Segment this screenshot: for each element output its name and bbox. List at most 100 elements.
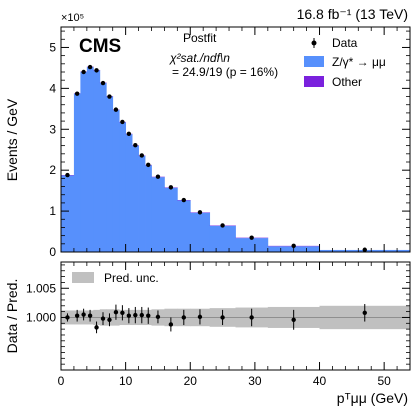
fit-info-line3: = 24.9/19 (p = 16%) — [172, 65, 278, 79]
data-point — [87, 64, 93, 70]
signal-bar — [99, 83, 107, 252]
y-tick-label: 5 — [49, 40, 56, 54]
ratio-point — [100, 316, 106, 321]
signal-bar — [93, 70, 101, 252]
signal-bar — [132, 145, 139, 252]
data-point — [197, 210, 203, 215]
ratio-point — [74, 313, 80, 318]
ratio-point — [146, 313, 151, 318]
signal-bar — [119, 122, 127, 253]
data-point — [146, 162, 151, 168]
ratio-point — [220, 315, 225, 320]
y-tick-label: 4 — [49, 81, 56, 95]
y-tick-label: 3 — [49, 122, 56, 136]
ratio-point — [139, 312, 144, 318]
data-point — [126, 131, 132, 136]
legend-signal-swatch — [304, 56, 324, 67]
ratio-point — [107, 317, 112, 322]
signal-bar — [106, 96, 114, 252]
bottom-axis-ticks: 1.000 1.005 0 10 20 30 40 50 — [26, 262, 411, 388]
data-point — [65, 172, 70, 178]
y-tick-label: 2 — [49, 163, 56, 177]
data-point — [120, 119, 125, 125]
signal-bar — [86, 67, 94, 252]
signal-bar — [235, 238, 269, 252]
signal-bar — [73, 93, 81, 252]
data-point — [74, 91, 80, 96]
fit-info-line1: Postfit — [183, 31, 217, 45]
legend-signal-label: Z/γ* → μμ — [332, 55, 386, 69]
x-tick-label: 40 — [313, 374, 327, 388]
x-tick-label: 0 — [58, 374, 65, 388]
fit-info-line2: χ²sat./ndf\n — [169, 51, 230, 65]
ratio-point — [94, 325, 99, 330]
ratio-y-tick-label: 1.000 — [26, 310, 56, 324]
ratio-point — [197, 314, 203, 320]
y-multiplier: ×10⁵ — [61, 12, 84, 24]
x-tick-label: 20 — [184, 374, 198, 388]
bottom-y-axis-title: Data / Pred. — [4, 279, 20, 354]
data-point — [220, 223, 225, 228]
ratio-point — [362, 310, 367, 315]
ratio-point — [168, 322, 174, 327]
lumi-label: 16.8 fb⁻¹ (13 TeV) — [297, 6, 408, 22]
x-tick-label: 10 — [119, 374, 133, 388]
data-point — [155, 174, 161, 179]
ratio-point — [113, 310, 119, 315]
ratio-point — [87, 313, 93, 318]
data-point — [113, 107, 119, 112]
ratio-point — [120, 310, 125, 315]
x-axis-title: pᵀμμ (GeV) — [337, 390, 408, 406]
signal-bar — [164, 187, 178, 252]
signal-bar — [209, 225, 236, 252]
top-legend: Data Z/γ* → μμ Other — [304, 36, 386, 89]
data-point — [94, 68, 99, 73]
signal-bar — [190, 212, 211, 252]
data-point — [107, 94, 112, 99]
data-point — [133, 143, 138, 148]
top-axis-ticks: 0 1 2 3 4 5 — [49, 27, 411, 259]
signal-bar — [151, 177, 165, 252]
top-panel-frame — [60, 26, 411, 253]
top-histogram — [61, 66, 411, 253]
top-y-axis-title: Events / GeV — [4, 98, 20, 181]
signal-bar — [61, 175, 75, 252]
data-point — [291, 243, 296, 249]
ratio-point — [249, 315, 254, 320]
data-point — [168, 185, 174, 190]
ratio-point — [81, 312, 86, 317]
experiment-label: CMS — [79, 36, 121, 57]
signal-bar — [112, 110, 120, 252]
ratio-point — [181, 315, 186, 320]
legend-data-marker — [311, 40, 317, 46]
data-point — [362, 247, 367, 252]
bottom-panel-frame — [60, 261, 411, 371]
top-data-points — [65, 64, 367, 252]
ratio-point — [133, 312, 138, 318]
ratio-point — [155, 314, 161, 320]
data-point — [81, 69, 86, 75]
ratio-point — [291, 317, 296, 322]
data-point — [139, 153, 144, 158]
legend-other-label: Other — [332, 75, 362, 89]
legend-data-label: Data — [332, 36, 358, 50]
data-point — [100, 80, 106, 86]
y-tick-label: 1 — [49, 204, 56, 218]
signal-bar — [145, 165, 152, 252]
signal-bar — [177, 200, 191, 252]
legend-unc-swatch — [72, 272, 94, 283]
data-point — [181, 197, 186, 203]
ratio-y-tick-label: 1.005 — [26, 281, 56, 295]
bottom-legend: Pred. unc. — [72, 271, 159, 285]
data-point — [249, 235, 254, 240]
signal-bar — [125, 134, 133, 252]
x-tick-label: 50 — [377, 374, 391, 388]
ratio-point — [126, 313, 132, 318]
y-tick-label: 0 — [49, 245, 56, 259]
ratio-data-points — [65, 304, 367, 334]
legend-other-swatch — [304, 76, 324, 87]
signal-bar — [138, 155, 146, 252]
signal-bar — [80, 72, 88, 252]
x-tick-label: 30 — [248, 374, 262, 388]
